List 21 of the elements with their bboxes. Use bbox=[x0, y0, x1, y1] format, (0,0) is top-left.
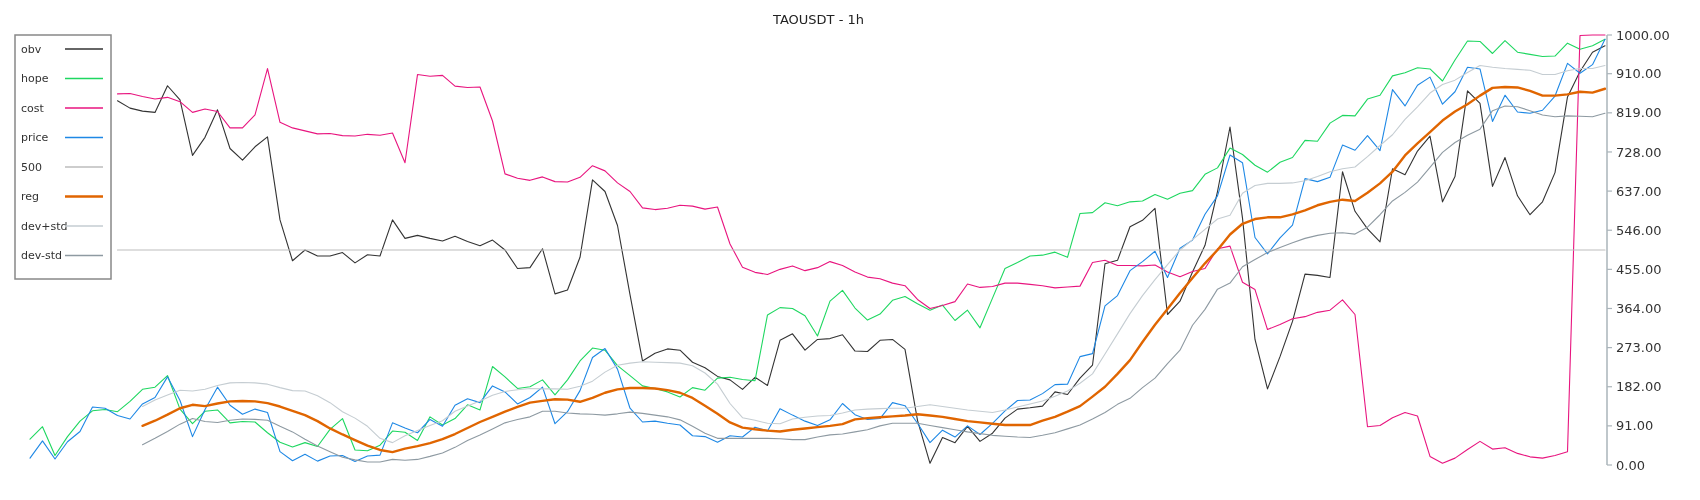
y-tick-label: 455.00 bbox=[1616, 261, 1662, 277]
y-tick-label: 819.00 bbox=[1616, 105, 1662, 121]
y-tick-label: 637.00 bbox=[1616, 183, 1662, 199]
y-tick-label: 91.00 bbox=[1616, 418, 1654, 434]
legend-label: reg bbox=[21, 190, 40, 204]
y-tick-label: 364.00 bbox=[1616, 301, 1662, 317]
legend-label: cost bbox=[21, 101, 45, 115]
y-tick-label: 910.00 bbox=[1616, 66, 1662, 82]
legend-label: price bbox=[21, 131, 49, 145]
chart-title: TAOUSDT - 1h bbox=[771, 12, 865, 27]
legend-label: dev-std bbox=[21, 249, 62, 263]
y-tick-label: 728.00 bbox=[1616, 144, 1662, 160]
legend-label: dev+std bbox=[21, 219, 68, 233]
legend-label: hope bbox=[21, 72, 49, 86]
legend-label: 500 bbox=[21, 160, 42, 174]
y-tick-label: 182.00 bbox=[1616, 379, 1662, 395]
y-tick-label: 273.00 bbox=[1616, 340, 1662, 356]
y-tick-label: 546.00 bbox=[1616, 222, 1662, 238]
y-tick-label: 1000.00 bbox=[1616, 27, 1670, 43]
legend-label: obv bbox=[21, 42, 42, 56]
y-tick-label: 0.00 bbox=[1616, 457, 1645, 473]
